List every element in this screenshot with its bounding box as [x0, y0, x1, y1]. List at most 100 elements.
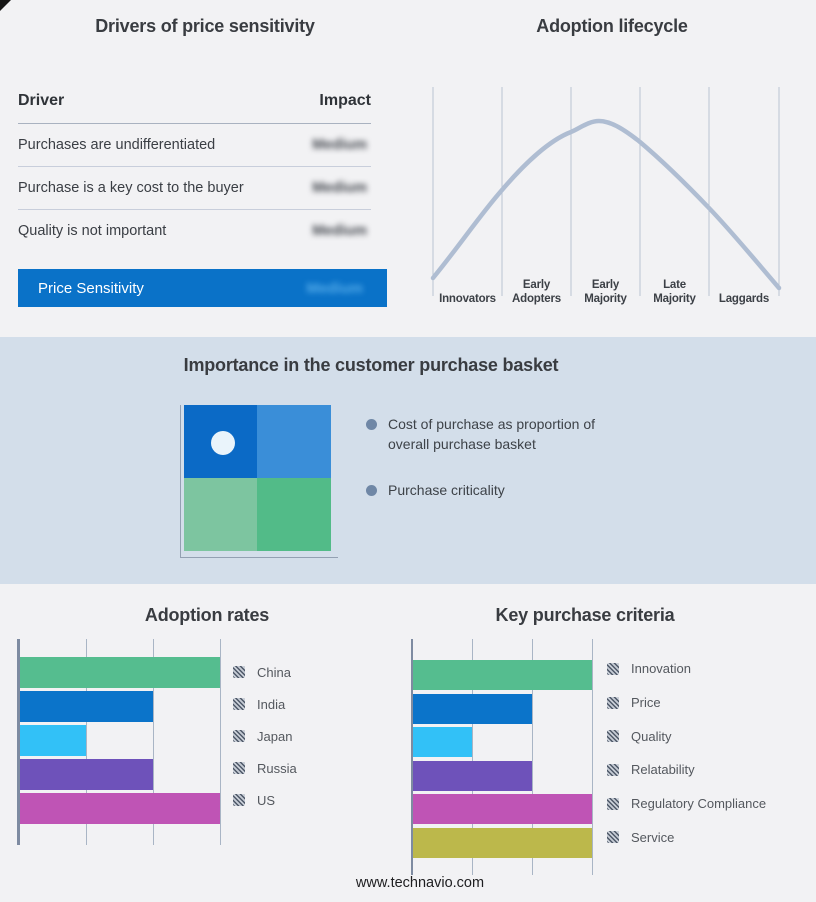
bar-relatability: [413, 760, 532, 791]
chart-gridline: [153, 639, 154, 845]
impact-cell: Medium: [312, 180, 367, 196]
bar-price: [413, 693, 532, 724]
legend-item-regulatory-compliance: Regulatory Compliance: [607, 787, 766, 821]
legend-item-innovation: Innovation: [607, 652, 766, 686]
legend-label: Innovation: [631, 661, 691, 677]
legend-label: Price: [631, 695, 661, 711]
legend-swatch-icon: [607, 831, 619, 844]
adoption-rates-chart: [17, 639, 226, 845]
bar-china: [20, 657, 220, 688]
purchase-criteria-title: Key purchase criteria: [495, 605, 675, 625]
buyer-position-dot: [211, 431, 235, 455]
legend-swatch-icon: [607, 763, 619, 776]
stage-label-early: Early Adopters: [512, 279, 561, 305]
legend-item-japan: Japan: [233, 720, 297, 752]
driver-row: Quality is not important Medium: [18, 210, 371, 252]
legend-label: US: [257, 792, 276, 808]
driver-row: Purchases are undifferentiated Medium: [18, 124, 371, 167]
legend-label: China: [257, 664, 291, 680]
bar-russia: [20, 759, 153, 790]
bar-us: [20, 793, 220, 824]
drivers-title: Drivers of price sensitivity: [95, 16, 315, 36]
impact-cell: Medium: [312, 137, 367, 153]
quadrant-axes: [180, 405, 338, 558]
chart-gridline: [532, 639, 533, 875]
basket-bullet-list: Cost of purchase as proportion of overal…: [366, 414, 631, 526]
price-sensitivity-impact: Medium: [306, 279, 363, 297]
bar-innovation: [413, 660, 592, 690]
legend-label: Russia: [257, 760, 297, 776]
legend-swatch-icon: [233, 698, 245, 710]
purchase-criteria-chart: [411, 639, 595, 875]
drivers-table-body: Purchases are undifferentiated Medium Purc…: [18, 124, 371, 252]
impact-cell: Medium: [312, 223, 367, 239]
bar-japan: [20, 725, 86, 756]
stage-label-early: Early Majority: [584, 279, 627, 305]
bell-curve: [430, 118, 782, 291]
legend-swatch-icon: [607, 696, 619, 709]
legend-swatch-icon: [233, 730, 245, 742]
driver-column-header: Driver: [18, 92, 65, 109]
adoption-rates-title: Adoption rates: [144, 605, 270, 625]
driver-cell: Quality is not important: [18, 223, 167, 239]
stage-label-innovators: Innovators: [439, 292, 496, 305]
driver-cell: Purchase is a key cost to the buyer: [18, 180, 244, 196]
stage-label-late: Late Majority: [653, 279, 696, 305]
price-sensitivity-row: Price Sensitivity Medium: [18, 269, 387, 307]
quadrant-matrix: [184, 405, 331, 551]
price-sensitivity-label: Price Sensitivity: [38, 279, 144, 297]
driver-row: Purchase is a key cost to the buyer Mediu…: [18, 167, 371, 210]
legend-item-us: US: [233, 784, 297, 816]
legend-item-india: India: [233, 688, 297, 720]
legend-swatch-icon: [233, 794, 245, 806]
bullet-item: Purchase criticality: [366, 480, 631, 500]
purchase-criteria-legend: Innovation Price Quality Relatability Regula…: [607, 652, 766, 854]
legend-swatch-icon: [233, 666, 245, 678]
legend-item-china: China: [233, 656, 297, 688]
legend-swatch-icon: [607, 797, 619, 810]
legend-label: India: [257, 696, 286, 712]
bullet-icon: [366, 485, 377, 496]
adoption-rates-legend: China India Japan Russia US: [233, 656, 297, 816]
chart-gridline: [86, 639, 87, 845]
bullet-text: Purchase criticality: [388, 482, 505, 498]
bar-quality: [413, 727, 472, 758]
drivers-table: Driver Impact Purchases are undifferenti…: [18, 92, 371, 252]
corner-mark: [0, 0, 11, 11]
bar-india: [20, 691, 153, 722]
quadrant-bottom-left: [184, 478, 257, 551]
purchase-basket-title: Importance in the customer purchase bask…: [183, 355, 559, 375]
quadrant-top-right: [257, 405, 331, 478]
website-url: www.technavio.com: [355, 875, 485, 891]
quadrant-bottom-right: [257, 478, 331, 551]
lifecycle-title: Adoption lifecycle: [536, 16, 688, 36]
drivers-table-header: Driver Impact: [18, 92, 371, 124]
legend-item-quality: Quality: [607, 719, 766, 753]
bullet-text: Cost of purchase as proportion of overal…: [388, 416, 596, 452]
legend-swatch-icon: [607, 730, 619, 743]
driver-cell: Purchases are undifferentiated: [18, 137, 216, 153]
legend-item-russia: Russia: [233, 752, 297, 784]
legend-item-relatability: Relatability: [607, 753, 766, 787]
quadrant-top-left: [184, 405, 257, 478]
legend-item-price: Price: [607, 686, 766, 720]
legend-label: Regulatory Compliance: [631, 796, 767, 812]
chart-gridline: [472, 639, 473, 875]
bar-regulatory-compliance: [413, 794, 592, 825]
purchase-basket-band: [0, 337, 816, 584]
chart-gridline: [220, 639, 221, 845]
chart-gridline: [592, 639, 593, 875]
bar-service: [413, 828, 592, 858]
lifecycle-gridlines: [432, 87, 780, 296]
legend-swatch-icon: [233, 762, 245, 774]
bullet-icon: [366, 419, 377, 430]
stage-label-laggards: Laggards: [718, 292, 770, 305]
lifecycle-curve-chart: [430, 87, 782, 296]
legend-item-service: Service: [607, 820, 766, 854]
legend-label: Japan: [257, 728, 293, 744]
legend-label: Relatability: [631, 762, 695, 778]
bullet-item: Cost of purchase as proportion of overal…: [366, 414, 631, 454]
legend-label: Quality: [631, 728, 672, 744]
impact-column-header: Impact: [319, 92, 371, 109]
